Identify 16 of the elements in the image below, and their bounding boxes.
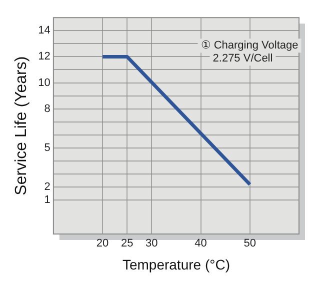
x-tick-label: 20: [96, 238, 109, 250]
annotation: ① Charging Voltage: [200, 40, 298, 52]
x-tick-label: 25: [120, 238, 134, 250]
x-tick-label: 30: [146, 238, 158, 250]
y-tick-label: 2: [44, 181, 50, 194]
annotation: 2.275 V/Cell: [212, 52, 273, 65]
y-tick-label: 14: [38, 24, 50, 37]
y-tick-label: 8: [44, 102, 50, 115]
x-tick-label: 40: [194, 238, 207, 250]
y-tick-label: 12: [38, 50, 50, 63]
y-tick-label: 5: [44, 142, 50, 154]
x-tick-label: 50: [244, 238, 256, 250]
y-axis-title: Service Life (Years): [13, 56, 30, 196]
x-axis-title: Temperature (°C): [122, 256, 230, 272]
y-tick-label: 10: [38, 76, 50, 89]
y-tick-label: 1: [44, 194, 50, 206]
